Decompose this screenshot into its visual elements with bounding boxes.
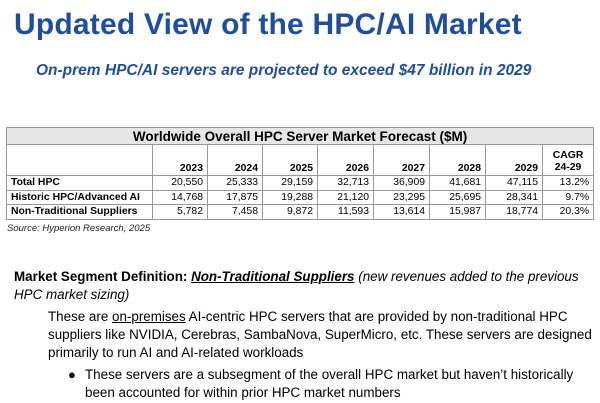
cagr-cell: 20.3% [541,204,595,220]
definition-lead: Market Segment Definition: [14,269,192,284]
page-subtitle: On-prem HPC/AI servers are projected to … [36,62,532,79]
table-cell: 17,875 [207,189,263,205]
table-cell: 21,120 [317,189,374,205]
table-cell: 28,341 [485,189,543,205]
bullet-dot-icon: ● [68,367,76,382]
forecast-table: Worldwide Overall HPC Server Market Fore… [5,127,595,220]
definition-body-underlined: on-premises [112,309,186,324]
table-cell: 41,681 [429,175,486,191]
table-cell: 23,295 [373,189,430,205]
definition-section: Market Segment Definition: Non-Tradition… [14,268,594,402]
column-header-year: 2029 [485,144,543,176]
row-label: Total HPC [6,175,153,191]
table-row: Historic HPC/Advanced AI 14,768 17,875 1… [6,189,595,205]
definition-bullet-text: These servers are a subsegment of the ov… [85,367,574,400]
definition-body-pre: These are [48,309,113,324]
definition-body-post: AI-centric HPC servers that are provided… [48,309,592,360]
cagr-cell: 9.7% [541,189,595,205]
table-caption-row: Worldwide Overall HPC Server Market Fore… [5,127,595,145]
column-header-year: 2023 [152,144,208,176]
forecast-table-container: Worldwide Overall HPC Server Market Fore… [5,127,595,234]
page-title: Updated View of the HPC/AI Market [14,8,522,41]
table-cell: 25,333 [207,175,263,191]
table-cell: 14,768 [152,189,208,205]
table-cell: 32,713 [317,175,374,191]
table-cell: 25,695 [429,189,486,205]
cagr-header-line1: CAGR [552,150,584,161]
column-header-cagr: CAGR 24-29 [541,144,595,176]
table-cell: 15,987 [429,204,486,220]
table-cell: 7,458 [207,204,263,220]
source-note: Source: Hyperion Research, 2025 [7,222,151,234]
table-cell: 11,593 [317,204,374,220]
table-cell: 9,872 [262,204,318,220]
table-cell: 5,782 [152,204,208,220]
table-cell: 13,614 [373,204,430,220]
row-label: Non-Traditional Suppliers [6,204,153,220]
table-cell: 18,774 [485,204,543,220]
column-header-year: 2026 [317,144,374,176]
row-label: Historic HPC/Advanced AI [6,189,153,205]
table-row: Total HPC 20,550 25,333 29,159 32,713 36… [6,175,595,191]
definition-note: (new revenues added to the previous HPC … [14,269,579,302]
definition-body: These are on-premises AI-centric HPC ser… [48,308,594,362]
table-cell: 19,288 [262,189,318,205]
definition-bullet: ● These servers are a subsegment of the … [68,366,594,402]
cagr-cell: 13.2% [541,175,595,191]
column-header-year: 2025 [262,144,318,176]
table-cell: 20,550 [152,175,208,191]
column-header-empty [6,144,153,176]
definition-segment: Non-Traditional Suppliers [191,269,355,284]
table-cell: 47,115 [485,175,543,191]
column-header-year: 2028 [429,144,486,176]
table-caption: Worldwide Overall HPC Server Market Fore… [5,127,595,145]
table-row: Non-Traditional Suppliers 5,782 7,458 9,… [6,204,595,220]
column-header-year: 2024 [207,144,263,176]
column-header-year: 2027 [373,144,430,176]
definition-heading: Market Segment Definition: Non-Tradition… [14,268,594,304]
table-cell: 29,159 [262,175,318,191]
table-header-row: 2023 2024 2025 2026 2027 2028 2029 CAGR 2… [6,144,595,176]
table-cell: 36,909 [373,175,430,191]
cagr-header-line2: 24-29 [554,162,582,173]
